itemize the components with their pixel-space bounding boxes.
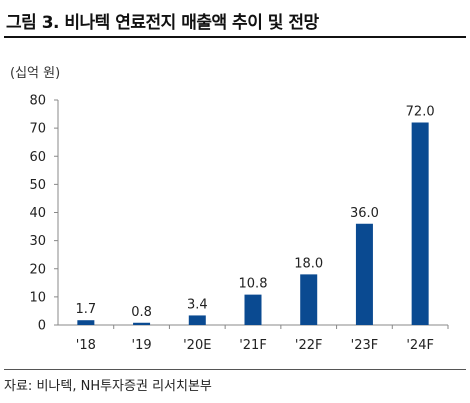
y-tick-label: 10 — [29, 290, 46, 305]
value-label: 72.0 — [406, 105, 435, 120]
x-tick-label: '19 — [132, 338, 152, 353]
figure-title: 그림 3. 비나텍 연료전지 매출액 추이 및 전망 — [6, 13, 319, 33]
source-divider — [4, 369, 466, 370]
y-tick-label: 20 — [29, 262, 46, 277]
bar — [133, 322, 151, 325]
x-tick-label: '24F — [406, 338, 434, 353]
y-tick-label: 70 — [29, 122, 46, 137]
bar — [188, 315, 206, 325]
value-label: 1.7 — [76, 302, 97, 317]
bar — [355, 223, 373, 325]
source-note: 자료: 비나텍, NH투자증권 리서치본부 — [4, 375, 212, 394]
value-label: 36.0 — [350, 206, 379, 221]
y-tick-label: 50 — [29, 178, 46, 193]
y-tick-label: 30 — [29, 234, 46, 249]
bar — [77, 320, 95, 325]
bar — [300, 274, 318, 325]
title-divider — [4, 36, 466, 38]
source-label: 자료: — [4, 379, 33, 394]
source-text: 비나텍, NH투자증권 리서치본부 — [36, 379, 212, 394]
x-tick-label: '23F — [351, 338, 379, 353]
value-label: 18.0 — [294, 256, 323, 271]
y-tick-label: 80 — [29, 94, 46, 109]
unit-label: (십억 원) — [10, 66, 61, 81]
title-bar: 그림 3. 비나텍 연료전지 매출액 추이 및 전망 — [0, 0, 470, 40]
value-label: 0.8 — [131, 305, 152, 320]
y-tick-label: 60 — [29, 150, 46, 165]
x-tick-label: '21F — [239, 338, 267, 353]
bar-chart: 0 10 20 30 40 50 60 70 80 1.7 0.8 3.4 10.8 18.0 36.0 7… — [29, 94, 449, 353]
value-label: 10.8 — [239, 277, 268, 292]
bar — [244, 294, 262, 325]
x-tick-label: '20E — [183, 338, 211, 353]
x-tick-label: '22F — [295, 338, 323, 353]
y-tick-label: 40 — [29, 206, 46, 221]
y-tick-label: 0 — [38, 319, 46, 334]
value-label: 3.4 — [187, 297, 208, 312]
bar — [411, 122, 429, 325]
x-tick-label: '18 — [76, 338, 96, 353]
